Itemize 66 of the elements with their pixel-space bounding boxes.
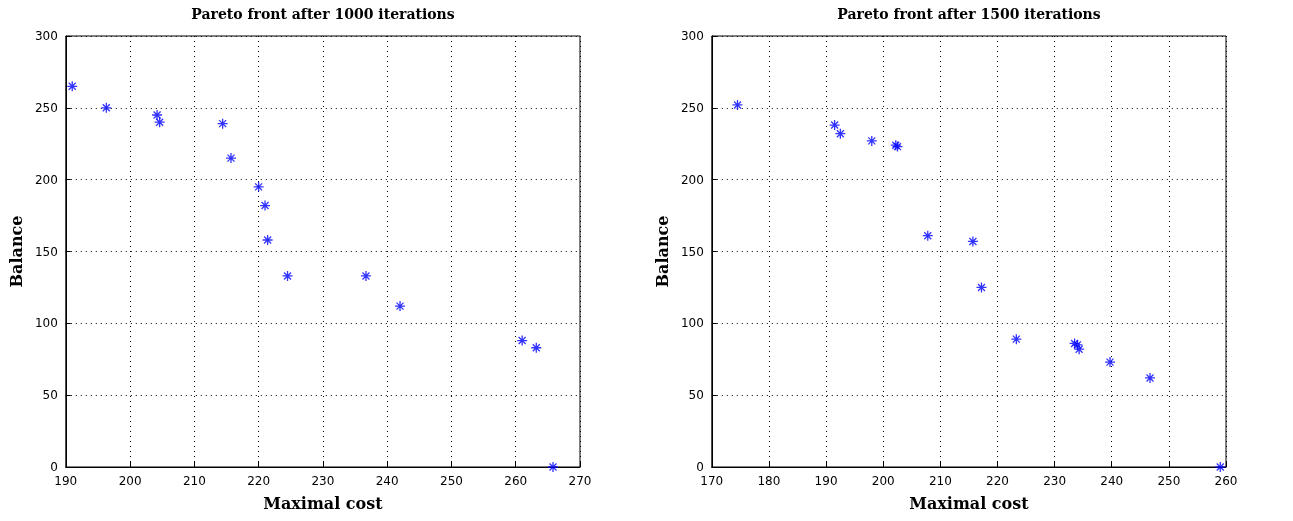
point [834, 128, 846, 140]
point [731, 99, 744, 111]
point [151, 109, 163, 121]
point [922, 230, 934, 242]
point [516, 334, 528, 347]
point [1144, 372, 1156, 384]
x-tick-label: 210 [928, 474, 952, 488]
y-tick-label: 300 [680, 29, 704, 43]
x-tick-label: 240 [1100, 474, 1124, 488]
x-tick-label: 180 [757, 474, 781, 488]
x-tick-label: 210 [182, 474, 206, 488]
point [828, 119, 841, 131]
chart-title: Pareto front after 1500 iterations [837, 6, 1101, 22]
point [252, 181, 265, 193]
y-tick-label: 0 [50, 460, 58, 474]
x-tick-label: 220 [986, 474, 1009, 488]
y-tick-label: 300 [34, 29, 58, 43]
x-tick-label: 170 [700, 474, 724, 488]
point [967, 235, 979, 248]
point [1104, 356, 1116, 368]
point [261, 234, 274, 246]
point [216, 117, 229, 130]
point [360, 270, 372, 282]
point [154, 116, 166, 128]
y-tick-label: 100 [34, 316, 58, 331]
point [975, 281, 988, 294]
point [281, 270, 294, 282]
x-tick-label: 250 [440, 474, 463, 488]
point [100, 102, 112, 114]
y-tick-label: 250 [34, 100, 58, 115]
y-axis-title: Balance [6, 215, 26, 288]
y-axis-title: Balance [652, 215, 672, 288]
x-tick-label: 230 [311, 474, 335, 488]
point [547, 461, 559, 473]
point [1214, 461, 1226, 473]
y-tick-label: 150 [34, 244, 58, 259]
y-tick-label: 200 [34, 172, 58, 187]
x-tick-label: 200 [871, 474, 895, 488]
point [1010, 333, 1022, 345]
y-tick-label: 0 [696, 460, 704, 474]
y-tick-label: 250 [680, 100, 704, 115]
y-tick-label: 50 [42, 388, 58, 403]
y-tick-label: 150 [680, 244, 704, 259]
x-tick-label: 220 [247, 474, 271, 488]
point [394, 300, 406, 312]
point [66, 80, 78, 92]
x-tick-label: 190 [814, 474, 838, 488]
x-tick-label: 260 [1214, 474, 1238, 488]
point [259, 199, 271, 212]
x-tick-label: 260 [504, 474, 528, 488]
y-tick-label: 100 [680, 316, 704, 331]
x-tick-label: 250 [1157, 474, 1181, 488]
point [1073, 343, 1085, 355]
y-tick-label: 200 [680, 172, 704, 187]
x-tick-label: 240 [375, 474, 399, 488]
x-tick-label: 200 [118, 474, 142, 488]
x-tick-label: 270 [568, 474, 592, 488]
x-tick-label: 230 [1043, 474, 1067, 488]
chart-title: Pareto front after 1000 iterations [191, 6, 455, 22]
x-axis-title: Maximal cost [263, 493, 384, 513]
point [530, 342, 542, 354]
point [225, 152, 237, 164]
x-tick-label: 190 [54, 474, 78, 488]
x-axis-title: Maximal cost [909, 493, 1030, 513]
y-tick-label: 50 [688, 388, 704, 403]
point [866, 135, 878, 147]
